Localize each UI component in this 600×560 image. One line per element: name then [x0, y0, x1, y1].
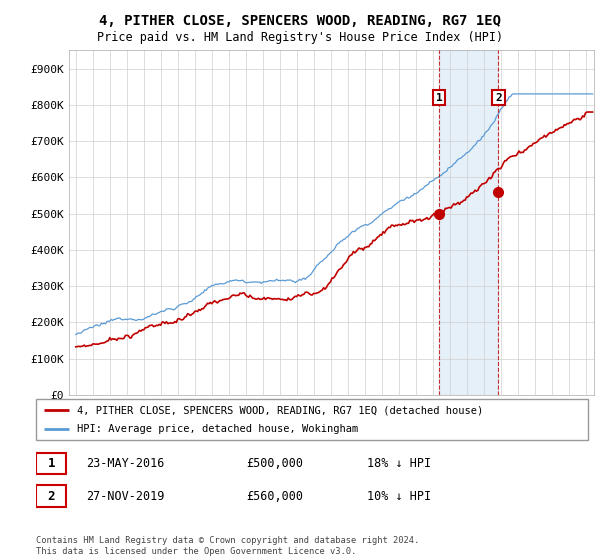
Text: 2: 2: [495, 92, 502, 102]
Text: Price paid vs. HM Land Registry's House Price Index (HPI): Price paid vs. HM Land Registry's House …: [97, 31, 503, 44]
Text: Contains HM Land Registry data © Crown copyright and database right 2024.
This d: Contains HM Land Registry data © Crown c…: [36, 536, 419, 556]
Text: 4, PITHER CLOSE, SPENCERS WOOD, READING, RG7 1EQ: 4, PITHER CLOSE, SPENCERS WOOD, READING,…: [99, 14, 501, 28]
Text: 23-MAY-2016: 23-MAY-2016: [86, 457, 164, 470]
Text: 18% ↓ HPI: 18% ↓ HPI: [367, 457, 431, 470]
FancyBboxPatch shape: [36, 486, 67, 507]
Text: 2: 2: [47, 489, 55, 502]
Text: 27-NOV-2019: 27-NOV-2019: [86, 489, 164, 502]
Text: 4, PITHER CLOSE, SPENCERS WOOD, READING, RG7 1EQ (detached house): 4, PITHER CLOSE, SPENCERS WOOD, READING,…: [77, 405, 484, 415]
Text: HPI: Average price, detached house, Wokingham: HPI: Average price, detached house, Woki…: [77, 424, 359, 433]
Text: 10% ↓ HPI: 10% ↓ HPI: [367, 489, 431, 502]
Text: £500,000: £500,000: [246, 457, 303, 470]
FancyBboxPatch shape: [36, 453, 67, 474]
Bar: [439, 50, 499, 395]
Text: £560,000: £560,000: [246, 489, 303, 502]
Text: 1: 1: [47, 457, 55, 470]
FancyBboxPatch shape: [36, 399, 588, 440]
Text: 1: 1: [436, 92, 442, 102]
